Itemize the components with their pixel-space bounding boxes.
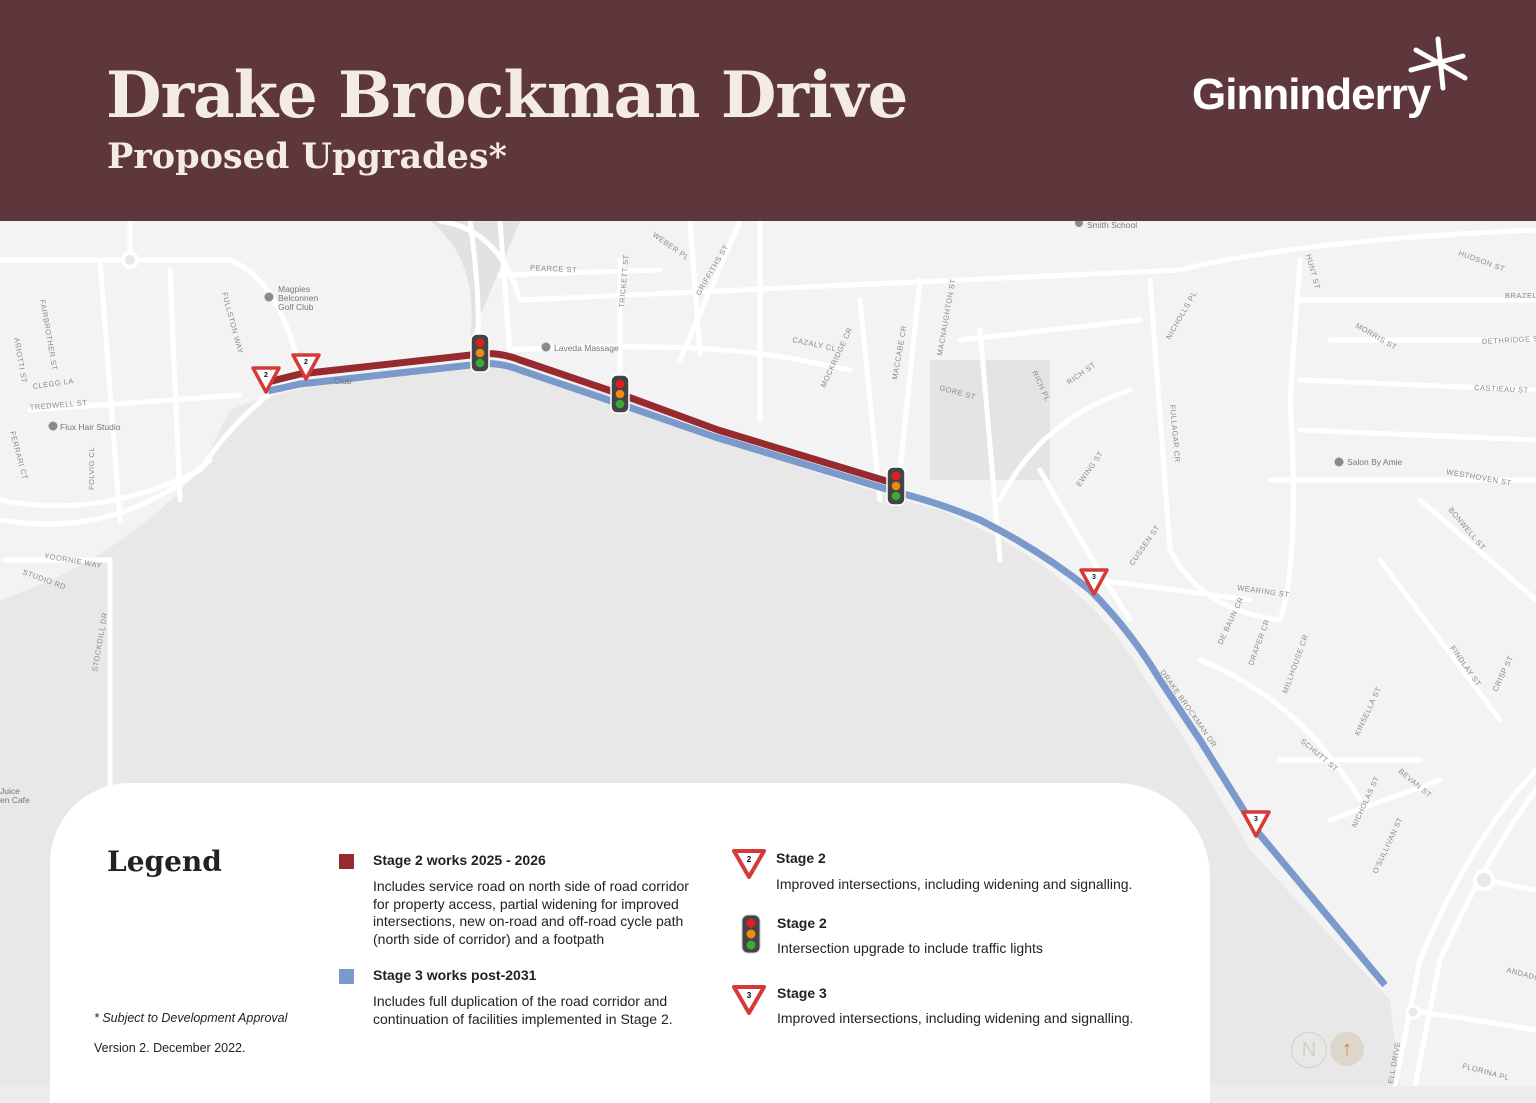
svg-text:2: 2 xyxy=(747,855,752,864)
arrow-up-icon: ↑ xyxy=(1330,1032,1364,1066)
poi-smith-school[interactable]: Smith School xyxy=(1087,221,1137,230)
svg-text:2: 2 xyxy=(264,372,268,379)
traffic-lights-marker[interactable] xyxy=(886,466,906,506)
poi-golf-club[interactable]: Magpies Belconnen Golf Club xyxy=(278,284,318,312)
give-way-3-icon: 3 xyxy=(732,985,766,1015)
ginninderry-logo: Ginninderry xyxy=(1192,70,1431,119)
traffic-lights-marker[interactable] xyxy=(610,374,630,414)
svg-text:3: 3 xyxy=(747,991,752,1000)
legend-text: Includes full duplication of the road co… xyxy=(373,993,673,1027)
svg-text:3: 3 xyxy=(1254,816,1258,823)
traffic-lights-icon xyxy=(741,914,761,954)
version-note: Version 2. December 2022. xyxy=(94,1041,246,1055)
legend-panel: Legend * Subject to Development Approval… xyxy=(50,783,1210,1103)
approval-note: * Subject to Development Approval xyxy=(94,1011,288,1025)
stage-3-route xyxy=(267,360,1388,988)
traffic-lights-marker[interactable] xyxy=(470,333,490,373)
legend-text: Improved intersections, including wideni… xyxy=(776,876,1133,892)
street-label: BRAZEL ST xyxy=(1505,291,1536,300)
poi-club: Club xyxy=(334,376,352,386)
poi-flux-hair-studio[interactable]: Flux Hair Studio xyxy=(60,422,121,432)
street-label: DETHRIDGE ST xyxy=(1482,334,1536,346)
legend-text: Includes service road on north side of r… xyxy=(373,878,689,947)
page-subtitle: Proposed Upgrades* xyxy=(107,136,507,177)
poi-laveda-massage[interactable]: Laveda Massage xyxy=(554,343,619,353)
poi-juice[interactable]: Juice xyxy=(0,786,20,796)
legend-heading: Stage 2 works 2025 - 2026 xyxy=(373,852,546,868)
svg-text:2: 2 xyxy=(304,359,308,366)
legend-text: Improved intersections, including wideni… xyxy=(777,1010,1134,1026)
legend-heading: Stage 3 xyxy=(777,985,827,1001)
give-way-3-marker[interactable]: 3 xyxy=(1241,810,1271,838)
legend-heading: Stage 2 xyxy=(777,915,827,931)
legend-heading: Stage 2 xyxy=(776,850,826,866)
poi-cafe[interactable]: en Cafe xyxy=(0,795,30,805)
give-way-3-marker[interactable]: 3 xyxy=(1079,568,1109,596)
legend-text: Intersection upgrade to include traffic … xyxy=(777,940,1043,956)
give-way-2-icon: 2 xyxy=(732,849,766,879)
legend-title: Legend xyxy=(107,845,222,878)
logo-star-icon xyxy=(1408,36,1468,91)
stage-2-swatch xyxy=(339,854,354,869)
give-way-2-marker[interactable]: 2 xyxy=(251,366,281,394)
street-label: PEARCE ST xyxy=(530,263,577,274)
north-indicator: N xyxy=(1291,1032,1327,1068)
roads xyxy=(0,221,1536,1086)
header-banner: Drake Brockman Drive Proposed Upgrades* … xyxy=(0,0,1536,221)
give-way-2-marker[interactable]: 2 xyxy=(291,353,321,381)
poi-salon-by-amie[interactable]: Salon By Amie xyxy=(1347,457,1403,467)
page-title: Drake Brockman Drive xyxy=(106,58,908,133)
street-label: FOLVIG CL xyxy=(87,447,96,490)
stage-3-swatch xyxy=(339,969,354,984)
legend-heading: Stage 3 works post-2031 xyxy=(373,967,537,983)
street-label: CASTIEAU ST xyxy=(1474,383,1529,395)
svg-text:3: 3 xyxy=(1092,574,1096,581)
